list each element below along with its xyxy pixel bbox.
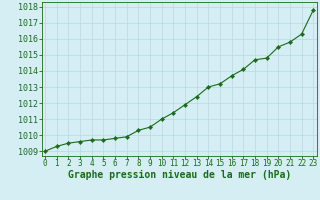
X-axis label: Graphe pression niveau de la mer (hPa): Graphe pression niveau de la mer (hPa) — [68, 170, 291, 180]
